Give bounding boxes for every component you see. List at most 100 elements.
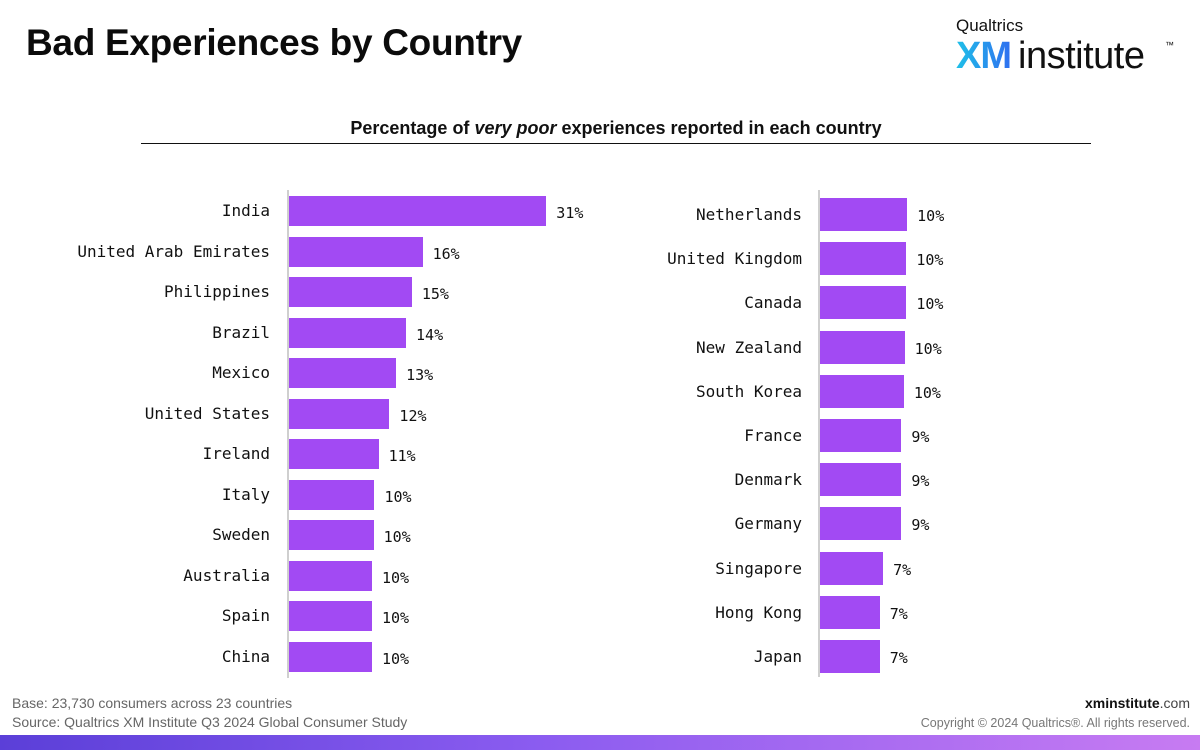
chart-title: Percentage of very poor experiences repo… xyxy=(141,118,1091,139)
bar xyxy=(820,286,907,320)
bar xyxy=(820,419,902,452)
bar xyxy=(289,641,372,672)
bar xyxy=(289,439,379,469)
bar-chart-left-panel: India 31% United Arab Emirates 16% Philippin… xyxy=(0,190,600,678)
logo-xm-text: XM xyxy=(956,35,1012,77)
footer-base-note: Base: 23,730 consumers across 23 countri… xyxy=(12,695,293,711)
value-label: 10% xyxy=(913,383,941,402)
value-label: 15% xyxy=(421,285,449,303)
bar xyxy=(820,507,902,541)
category-label: Netherlands xyxy=(696,205,802,224)
category-label: Denmark xyxy=(734,470,802,490)
bar-row-japan: Japan 7% xyxy=(600,640,1160,673)
category-axis-line xyxy=(287,190,289,678)
bar-row-netherlands: Netherlands 10% xyxy=(600,198,1160,231)
bar-row-united-kingdom: United Kingdom 10% xyxy=(600,242,1160,276)
value-label: 9% xyxy=(911,516,930,535)
bar xyxy=(820,640,880,673)
category-label: Canada xyxy=(744,293,802,313)
bar xyxy=(820,242,907,276)
value-label: 10% xyxy=(382,649,410,668)
value-label: 10% xyxy=(384,487,412,506)
bar-row-hong-kong: Hong Kong 7% xyxy=(600,595,1160,629)
category-label: Brazil xyxy=(212,322,270,342)
bar-row-united-arab-emirates: United Arab Emirates 16% xyxy=(0,236,600,267)
footer-website: xminstitute.com xyxy=(921,693,1190,713)
bar xyxy=(289,358,397,388)
bar-row-south-korea: South Korea 10% xyxy=(600,374,1160,408)
bar xyxy=(820,551,884,585)
value-label: 7% xyxy=(893,560,912,579)
category-label: Italy xyxy=(221,484,270,504)
xm-institute-logo: Qualtrics XM institute ™ xyxy=(956,16,1176,76)
value-label: 9% xyxy=(911,428,930,446)
footer-website-name: xminstitute xyxy=(1084,695,1160,711)
value-label: 10% xyxy=(383,528,411,546)
category-label: South Korea xyxy=(696,381,802,401)
category-label: United Arab Emirates xyxy=(77,241,270,261)
bar-row-france: France 9% xyxy=(600,419,1160,452)
bar-row-singapore: Singapore 7% xyxy=(600,551,1160,585)
bar xyxy=(820,374,904,408)
value-label: 7% xyxy=(889,604,908,623)
bar-row-ireland: Ireland 11% xyxy=(0,439,600,469)
bar-row-new-zealand: New Zealand 10% xyxy=(600,330,1160,364)
bar xyxy=(820,595,880,629)
chart-title-emphasis: very poor xyxy=(474,118,557,138)
category-label: India xyxy=(221,201,270,220)
bar xyxy=(289,560,372,591)
bar xyxy=(820,463,902,497)
bar-row-germany: Germany 9% xyxy=(600,507,1160,541)
bar xyxy=(289,398,390,429)
bar xyxy=(289,479,375,510)
bar-row-china: China 10% xyxy=(0,641,600,672)
value-label: 14% xyxy=(416,325,444,344)
chart-title-after: experiences reported in each country xyxy=(556,118,882,138)
value-label: 10% xyxy=(917,207,945,225)
footer-copyright: Copyright © 2024 Qualtrics®. All rights … xyxy=(920,716,1190,730)
bar-row-spain: Spain 10% xyxy=(0,601,600,631)
bar-row-australia: Australia 10% xyxy=(0,560,600,591)
value-label: 13% xyxy=(406,366,434,384)
bottom-gradient-band xyxy=(0,735,1200,750)
bar xyxy=(289,196,547,226)
category-label: United States xyxy=(144,403,270,423)
category-label: United Kingdom xyxy=(667,249,802,269)
category-axis-line xyxy=(818,190,820,677)
bar-row-italy: Italy 10% xyxy=(0,479,600,510)
chart-title-before: Percentage of xyxy=(350,118,475,138)
bar-row-sweden: Sweden 10% xyxy=(0,520,600,550)
value-label: 7% xyxy=(889,649,908,667)
bar-row-mexico: Mexico 13% xyxy=(0,358,600,388)
bar-row-philippines: Philippines 15% xyxy=(0,277,600,307)
bar xyxy=(289,520,374,550)
value-label: 12% xyxy=(399,406,427,425)
value-label: 10% xyxy=(382,609,410,627)
page-title: Bad Experiences by Country xyxy=(26,22,522,63)
category-label: Singapore xyxy=(715,558,802,578)
category-label: Japan xyxy=(753,647,802,666)
category-label: Philippines xyxy=(164,282,270,301)
value-label: 10% xyxy=(382,568,410,587)
category-label: Mexico xyxy=(212,363,270,382)
bar-row-brazil: Brazil 14% xyxy=(0,317,600,348)
category-label: Sweden xyxy=(212,525,270,544)
category-label: Germany xyxy=(734,514,802,534)
footer-source-note: Source: Qualtrics XM Institute Q3 2024 G… xyxy=(12,714,408,730)
value-label: 16% xyxy=(432,244,460,263)
bar xyxy=(820,330,905,364)
bar xyxy=(820,198,908,231)
bar-row-denmark: Denmark 9% xyxy=(600,463,1160,497)
category-label: Ireland xyxy=(202,444,270,463)
category-label: Spain xyxy=(221,606,270,625)
category-label: France xyxy=(744,426,802,445)
value-label: 10% xyxy=(914,339,942,358)
value-label: 9% xyxy=(911,472,930,491)
bar xyxy=(289,236,423,267)
category-label: New Zealand xyxy=(696,337,802,357)
footer-website-tld: .com xyxy=(1159,695,1190,711)
bar-chart-right-panel: Netherlands 10% United Kingdom 10% Canada 10%… xyxy=(600,190,1160,677)
logo-trademark: ™ xyxy=(1165,40,1174,50)
logo-institute-text: institute xyxy=(1018,35,1145,77)
bar xyxy=(289,317,407,348)
